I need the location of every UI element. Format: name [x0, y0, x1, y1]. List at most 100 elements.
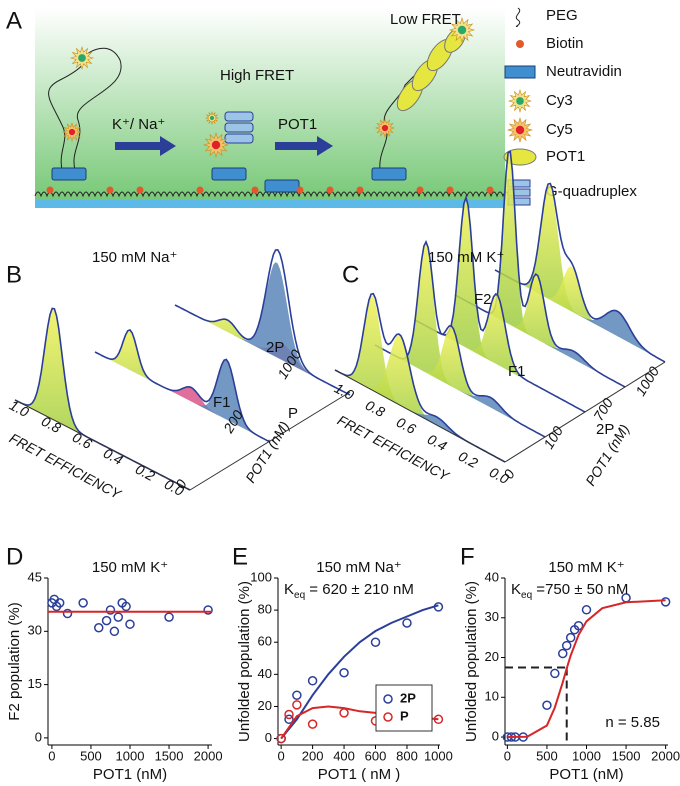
peak-label: P — [288, 405, 298, 422]
peak-label: 2P — [596, 421, 614, 438]
arrow-label: K⁺/ Na⁺ — [112, 116, 165, 133]
histogram-peak — [375, 345, 545, 437]
axis-title: FRET EFFICIENCY — [7, 430, 125, 503]
peak-label: F1 — [213, 394, 231, 411]
x-tick-label: 400 — [333, 748, 355, 763]
histogram-peak — [15, 308, 190, 490]
x-tick-label: 1500 — [155, 748, 184, 763]
y-axis-title: F2 population (%) — [6, 602, 23, 720]
y-axis-title: Unfolded population (%) — [463, 581, 480, 742]
biotin — [251, 186, 259, 194]
biotin — [296, 186, 304, 194]
x-tick-label: 500 — [80, 748, 102, 763]
y-tick-label: 10 — [485, 689, 499, 704]
x-tick-label: 0 — [504, 748, 511, 763]
arrow-label: POT1 — [278, 116, 317, 133]
data-point — [292, 700, 302, 710]
peak-label: F1 — [508, 363, 526, 380]
x-axis-title: POT1 ( nM ) — [318, 766, 401, 783]
fit-outline — [174, 248, 351, 396]
legend-label: G-quadruplex — [546, 183, 637, 200]
axis — [334, 369, 506, 463]
x-tick-label: 2000 — [651, 748, 680, 763]
histogram-peak — [495, 185, 665, 362]
panel-label: B — [6, 261, 22, 288]
star-core — [209, 115, 215, 121]
y-tick-label: 0 — [265, 730, 272, 745]
keq-k: K — [511, 581, 521, 598]
data-point — [561, 640, 572, 651]
histogram-peak — [415, 294, 585, 412]
x-tick-label: 200 — [302, 748, 324, 763]
y-tick-label: 20 — [258, 698, 272, 713]
panel-label: C — [342, 261, 359, 288]
tick-label: 700 — [590, 395, 616, 423]
x-tick-label: 800 — [396, 748, 418, 763]
y-tick-label: 45 — [28, 569, 42, 584]
x-tick-label: 2000 — [194, 748, 223, 763]
data-point — [105, 605, 116, 615]
x-tick-label: 1500 — [612, 748, 641, 763]
data-point — [164, 612, 174, 622]
tick-label: 0.8 — [363, 397, 388, 420]
y-tick-label: 40 — [258, 666, 272, 681]
legend-marker — [383, 712, 393, 722]
tick-label: 0.2 — [133, 461, 158, 484]
histogram-peak — [375, 326, 545, 437]
y-tick-label: 20 — [485, 649, 499, 664]
star-core — [516, 97, 524, 105]
fluorophores — [61, 16, 534, 159]
keq-k: K — [284, 581, 294, 598]
tick-label: 0.6 — [70, 429, 95, 452]
peak-label: 2P — [266, 339, 284, 356]
keq-rest: = 620 ± 210 nM — [305, 581, 414, 598]
quadruplex — [224, 111, 254, 144]
chart-title: 150 mM Na⁺ — [316, 559, 401, 576]
tick-label: 0.4 — [101, 445, 126, 468]
x-axis-title: POT1 (nM) — [549, 766, 623, 783]
star-core — [211, 140, 221, 150]
panel-label: F — [460, 543, 475, 570]
legend-label: 2P — [400, 690, 416, 705]
y-axis-title: Unfolded population (%) — [236, 581, 253, 742]
high-fret: High FRET — [220, 67, 294, 84]
panel-title: 150 mM K⁺ — [428, 249, 504, 266]
histogram-peak — [455, 274, 625, 387]
biotin — [446, 186, 454, 194]
panel-label: D — [6, 543, 23, 570]
histogram-peak — [495, 266, 665, 362]
fit-outline — [454, 150, 626, 388]
histogram-peak — [95, 352, 270, 442]
tick-label: 0.6 — [394, 414, 419, 437]
star-core — [68, 128, 76, 136]
x-tick-label: 0 — [278, 748, 285, 763]
star-core — [515, 125, 525, 135]
data-point — [339, 708, 349, 718]
data-point — [370, 637, 381, 647]
x-axis-title: POT1 (nM) — [93, 766, 167, 783]
fit-outline — [94, 329, 271, 443]
tick-label: 100 — [540, 423, 566, 451]
legend-label: Cy5 — [546, 121, 573, 138]
x-tick-label: 600 — [365, 748, 387, 763]
biotin — [106, 186, 114, 194]
y-tick-label: 0 — [35, 729, 42, 744]
keq-sub: eq — [521, 590, 532, 601]
panel-label: E — [232, 543, 248, 570]
histogram-peak — [175, 262, 350, 395]
data-point — [581, 605, 592, 615]
data-point — [558, 648, 568, 659]
neutravidin — [51, 167, 407, 193]
legend-label: Neutravidin — [546, 63, 622, 80]
fit-outline — [494, 182, 666, 363]
tick-label: 1.0 — [7, 397, 32, 420]
chart: 0 15 30 45 0 500 1000 1500 2000 150 mM K⁺ POT1 (nM… — [6, 559, 223, 783]
star-core — [78, 54, 86, 62]
chart-title: 150 mM K⁺ — [548, 559, 624, 576]
data-point — [121, 601, 131, 612]
axis — [504, 361, 666, 463]
data-point — [62, 608, 73, 619]
tick-label: 0.4 — [425, 431, 450, 454]
keq-rest: =750 ± 50 nM — [532, 581, 628, 598]
